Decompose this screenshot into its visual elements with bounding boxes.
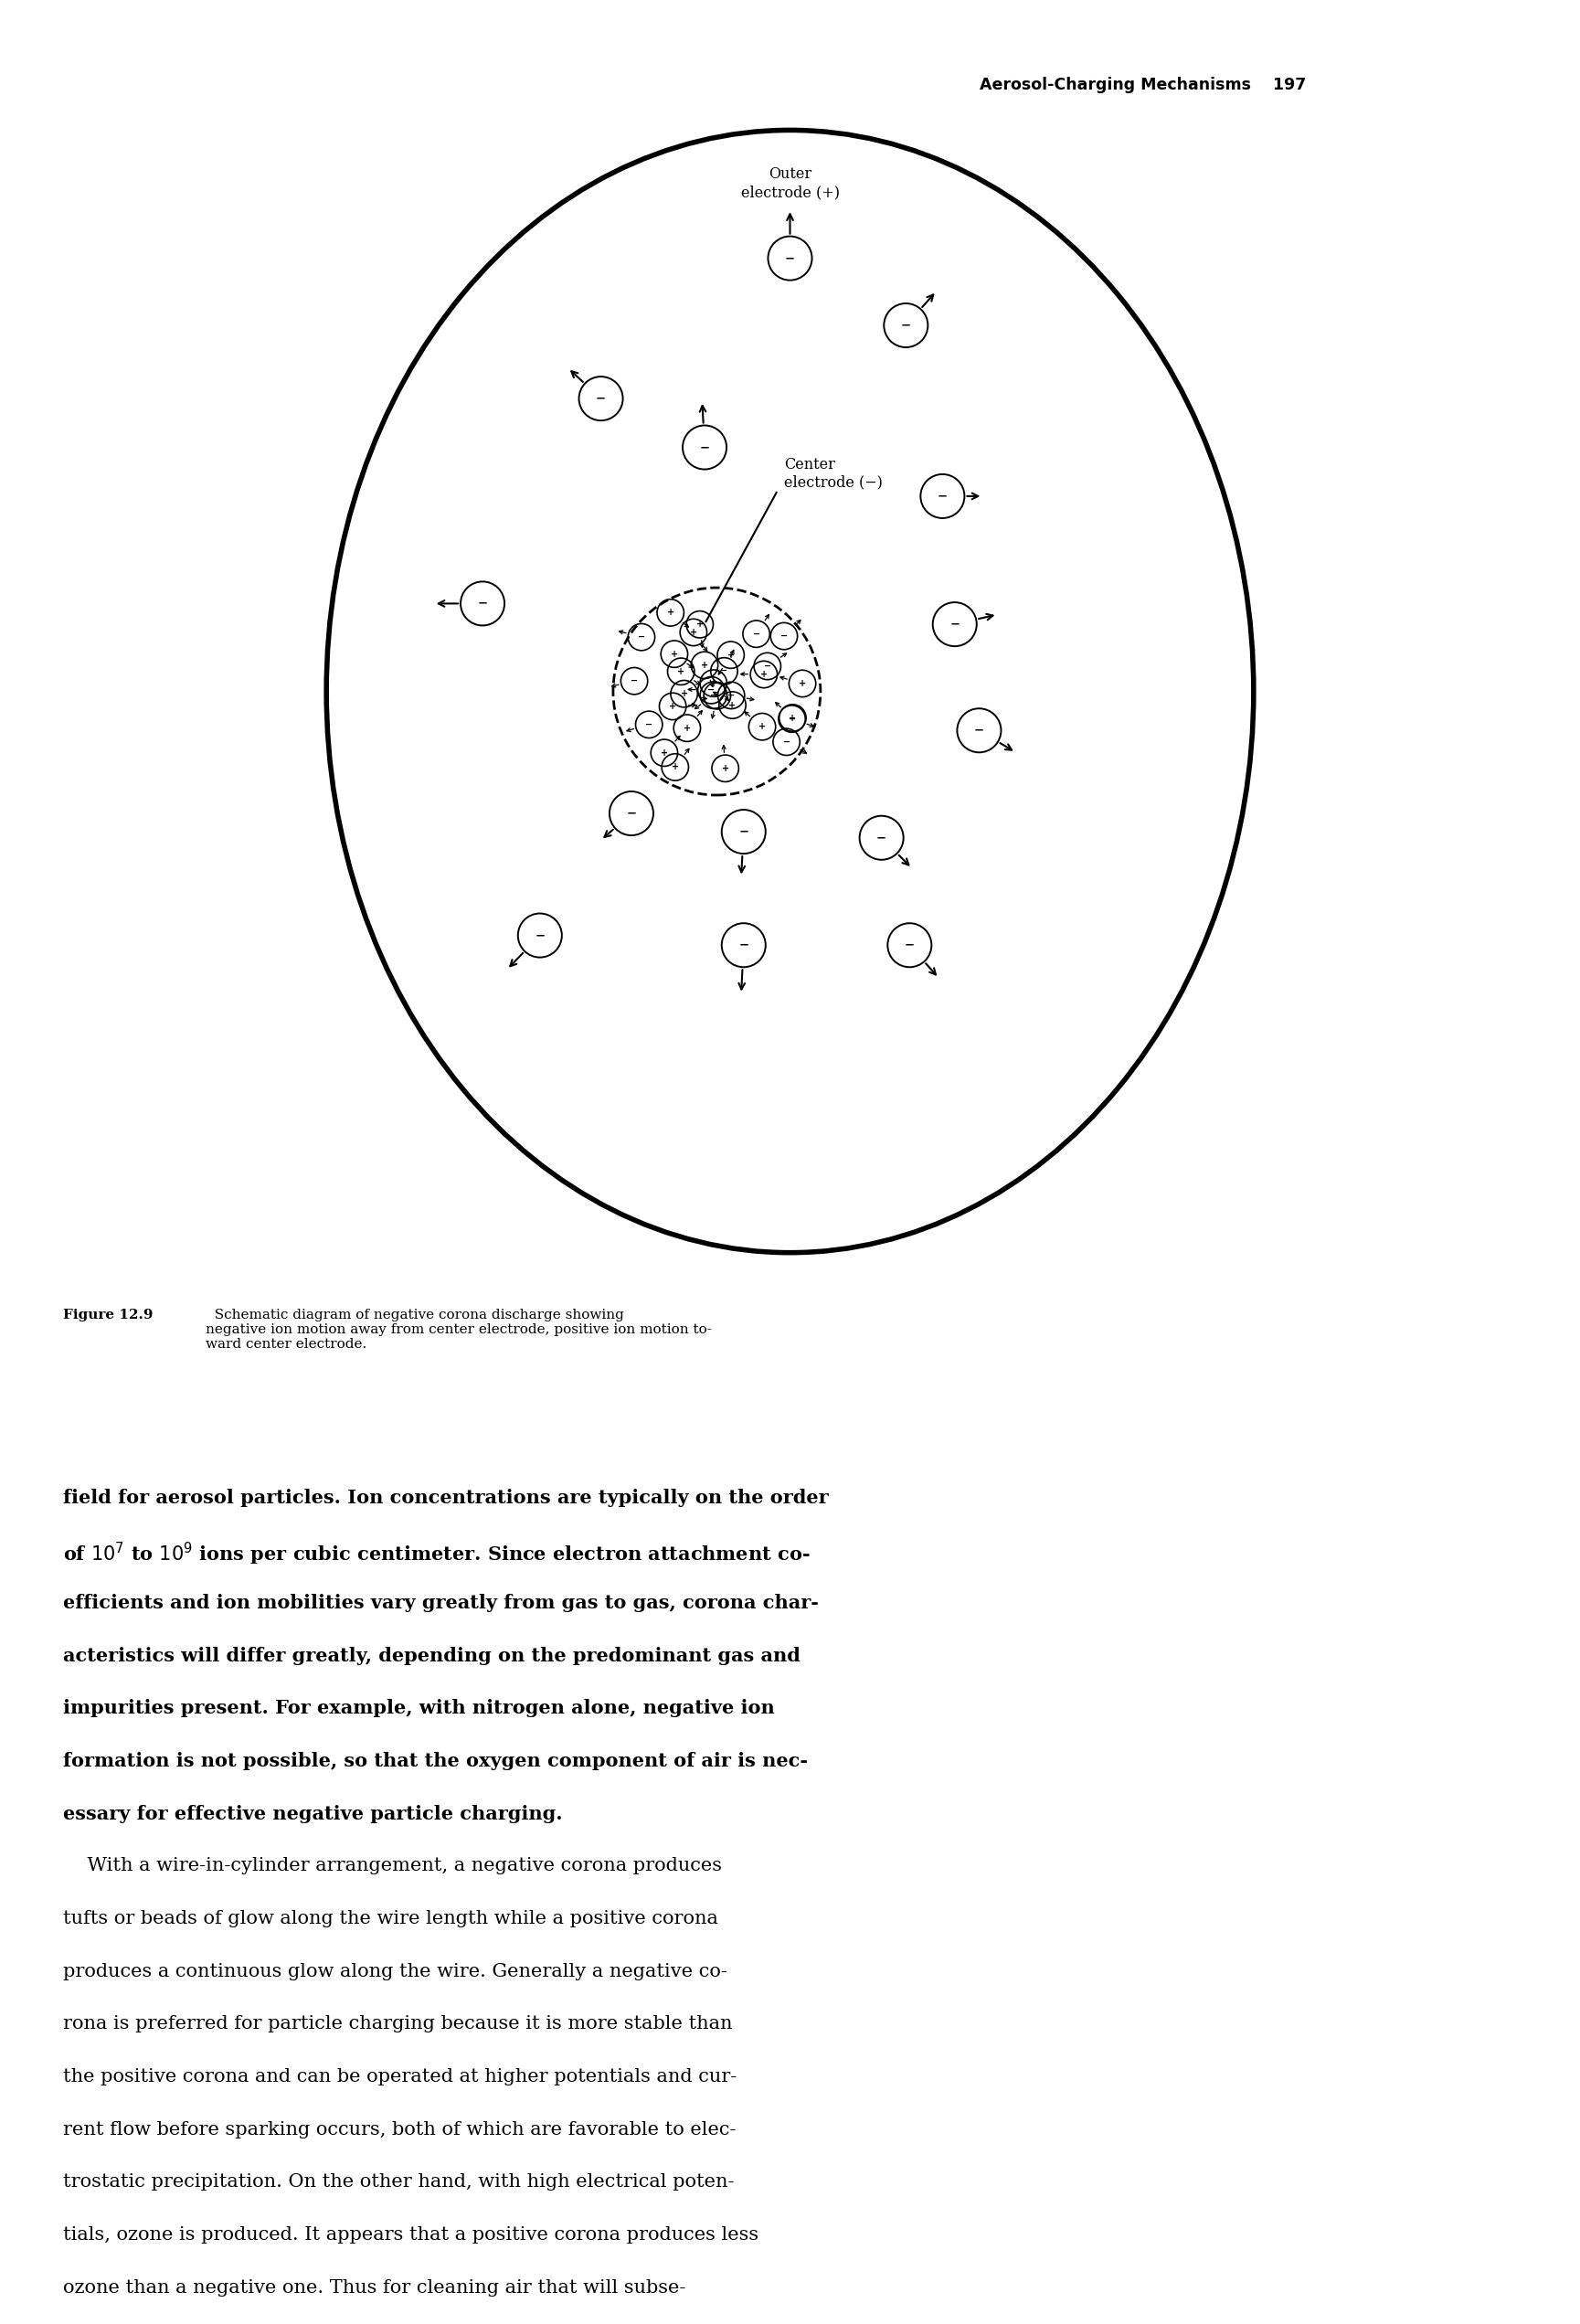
- Text: +: +: [672, 762, 679, 772]
- Text: −: −: [973, 725, 984, 737]
- Text: −: −: [534, 930, 545, 941]
- Text: +: +: [727, 651, 735, 660]
- Text: −: −: [630, 676, 638, 686]
- Text: −: −: [708, 686, 716, 695]
- Text: tufts or beads of glow along the wire length while a positive corona: tufts or beads of glow along the wire le…: [63, 1910, 719, 1927]
- Text: produces a continuous glow along the wire. Generally a negative co-: produces a continuous glow along the wir…: [63, 1964, 727, 1980]
- Text: −: −: [720, 667, 728, 676]
- Text: +: +: [660, 748, 668, 758]
- Text: Figure 12.9: Figure 12.9: [63, 1308, 153, 1322]
- Text: +: +: [760, 669, 768, 679]
- Text: efficients and ion mobilities vary greatly from gas to gas, corona char-: efficients and ion mobilities vary great…: [63, 1594, 818, 1613]
- Text: −: −: [638, 632, 645, 641]
- Text: −: −: [700, 442, 709, 453]
- Text: Schematic diagram of negative corona discharge showing
negative ion motion away : Schematic diagram of negative corona dis…: [205, 1308, 713, 1350]
- Text: field for aerosol particles. Ion concentrations are typically on the order: field for aerosol particles. Ion concent…: [63, 1487, 828, 1506]
- Text: acteristics will differ greatly, depending on the predominant gas and: acteristics will differ greatly, dependi…: [63, 1645, 801, 1664]
- Text: rent flow before sparking occurs, both of which are favorable to elec-: rent flow before sparking occurs, both o…: [63, 2122, 736, 2138]
- Text: +: +: [670, 648, 678, 658]
- Text: −: −: [785, 253, 795, 265]
- Text: +: +: [722, 765, 728, 774]
- Text: −: −: [626, 806, 637, 820]
- Text: −: −: [937, 490, 948, 502]
- Text: +: +: [697, 621, 703, 630]
- Text: +: +: [668, 702, 676, 711]
- Text: +: +: [684, 723, 690, 732]
- Text: formation is not possible, so that the oxygen component of air is nec-: formation is not possible, so that the o…: [63, 1752, 807, 1771]
- Text: −: −: [477, 597, 488, 609]
- Text: the positive corona and can be operated at higher potentials and cur-: the positive corona and can be operated …: [63, 2068, 736, 2085]
- Text: Outer
electrode (+): Outer electrode (+): [741, 167, 839, 200]
- Text: −: −: [645, 720, 653, 730]
- Text: impurities present. For example, with nitrogen alone, negative ion: impurities present. For example, with ni…: [63, 1699, 774, 1717]
- Text: −: −: [763, 662, 771, 672]
- Text: −: −: [738, 939, 749, 951]
- Text: +: +: [681, 690, 687, 697]
- Text: +: +: [678, 667, 684, 676]
- Text: −: −: [714, 690, 720, 700]
- Text: +: +: [728, 700, 736, 709]
- Text: −: −: [782, 737, 790, 746]
- Text: +: +: [709, 679, 717, 688]
- Text: +: +: [690, 627, 697, 637]
- Text: +: +: [788, 713, 796, 723]
- Text: −: −: [904, 939, 915, 951]
- Text: of $10^7$ to $10^9$ ions per cubic centimeter. Since electron attachment co-: of $10^7$ to $10^9$ ions per cubic centi…: [63, 1541, 811, 1569]
- Text: tials, ozone is produced. It appears that a positive corona produces less: tials, ozone is produced. It appears tha…: [63, 2226, 758, 2243]
- Text: Center
electrode (−): Center electrode (−): [784, 456, 883, 490]
- Text: rona is preferred for particle charging because it is more stable than: rona is preferred for particle charging …: [63, 2015, 733, 2034]
- Text: +: +: [758, 723, 766, 732]
- Text: Aerosol-Charging Mechanisms    197: Aerosol-Charging Mechanisms 197: [980, 77, 1307, 93]
- Text: −: −: [596, 393, 607, 404]
- Text: −: −: [788, 713, 796, 723]
- Text: −: −: [709, 690, 717, 700]
- Text: −: −: [752, 630, 760, 639]
- Text: −: −: [738, 825, 749, 837]
- Text: +: +: [702, 660, 708, 669]
- Text: With a wire-in-cylinder arrangement, a negative corona produces: With a wire-in-cylinder arrangement, a n…: [63, 1857, 722, 1875]
- Text: ozone than a negative one. Thus for cleaning air that will subse-: ozone than a negative one. Thus for clea…: [63, 2280, 686, 2296]
- Text: −: −: [877, 832, 886, 844]
- Text: −: −: [950, 618, 959, 630]
- Text: −: −: [727, 690, 735, 700]
- Text: +: +: [667, 609, 675, 618]
- Text: −: −: [781, 632, 788, 641]
- Text: +: +: [798, 679, 806, 688]
- Text: trostatic precipitation. On the other hand, with high electrical poten-: trostatic precipitation. On the other ha…: [63, 2173, 735, 2192]
- Text: essary for effective negative particle charging.: essary for effective negative particle c…: [63, 1803, 562, 1822]
- Text: −: −: [901, 318, 912, 332]
